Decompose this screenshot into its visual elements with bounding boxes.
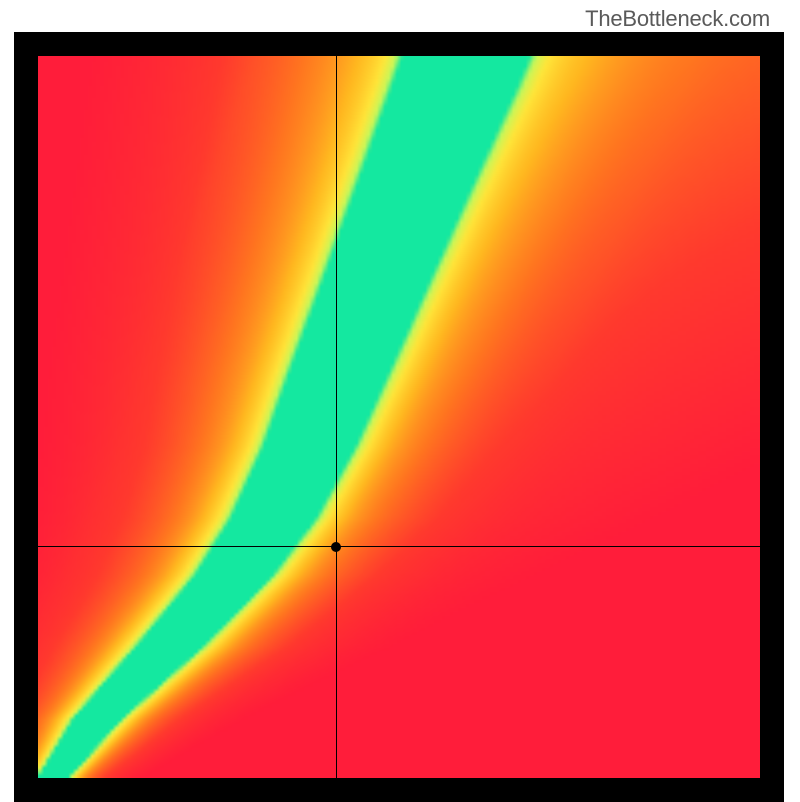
crosshair-vertical	[336, 56, 337, 778]
watermark-text: TheBottleneck.com	[585, 6, 770, 32]
heatmap-canvas	[38, 56, 760, 778]
crosshair-horizontal	[38, 546, 760, 547]
plot-area	[38, 56, 760, 778]
crosshair-marker	[331, 542, 341, 552]
